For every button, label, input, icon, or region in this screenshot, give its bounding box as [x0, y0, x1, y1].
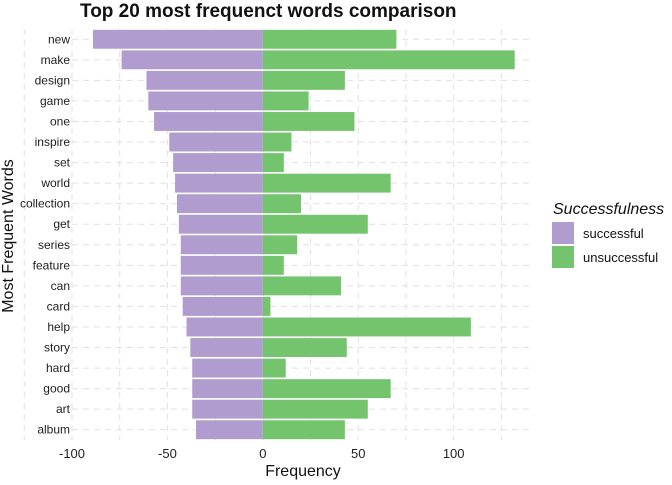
bar-unsuccessful-set: [262, 153, 284, 173]
bar-successful-card: [182, 296, 263, 316]
y-tick-label: inspire: [35, 135, 71, 149]
chart-title: Top 20 most frequenct words comparison: [80, 1, 457, 22]
y-tick-label: help: [47, 320, 70, 334]
bar-unsuccessful-series: [262, 235, 298, 255]
y-tick-label: world: [40, 176, 70, 190]
x-tick-label: 50: [351, 446, 365, 461]
bar-successful-get: [178, 214, 263, 234]
y-tick-label: hard: [46, 361, 70, 375]
y-tick-label: story: [44, 341, 70, 355]
y-tick-label: album: [37, 423, 70, 437]
bar-successful-collection: [176, 194, 263, 214]
legend: Successfulness successful unsuccessful: [552, 201, 664, 268]
y-tick-label: one: [50, 114, 70, 128]
y-tick-label: set: [54, 156, 71, 170]
y-tick-label: design: [35, 73, 70, 87]
y-tick-label: get: [53, 217, 70, 231]
y-tick-label: series: [38, 238, 70, 252]
bar-unsuccessful-one: [262, 112, 355, 131]
y-tick-label: art: [56, 402, 71, 416]
bar-successful-help: [186, 317, 263, 337]
bar-successful-make: [121, 50, 263, 70]
legend-swatch-unsuccessful: [552, 246, 574, 268]
x-tick-label: -50: [158, 446, 177, 461]
y-tick-label: new: [48, 32, 70, 46]
bar-unsuccessful-good: [262, 379, 391, 399]
bar-unsuccessful-game: [262, 91, 309, 111]
bar-unsuccessful-album: [262, 420, 345, 440]
x-tick-label: 0: [259, 446, 266, 461]
bar-successful-new: [92, 29, 263, 49]
bar-unsuccessful-get: [262, 214, 368, 234]
x-tick-label: -100: [59, 446, 85, 461]
legend-label-successful: successful: [583, 226, 644, 241]
bar-successful-can: [180, 276, 263, 296]
y-axis-label: Most Frequent Words: [0, 159, 17, 313]
bar-successful-set: [173, 153, 263, 173]
legend-swatch-successful: [552, 222, 574, 244]
x-tick-label: 100: [443, 446, 465, 461]
bar-successful-one: [154, 112, 263, 131]
bar-successful-good: [192, 379, 263, 399]
bar-successful-design: [146, 70, 263, 90]
y-tick-labels: new make design game one inspire set world colle…: [20, 32, 71, 436]
bar-successful-art: [192, 399, 263, 419]
bar-successful-hard: [192, 358, 263, 378]
bar-unsuccessful-make: [262, 50, 515, 70]
bar-successful-story: [190, 338, 263, 357]
y-tick-label: feature: [33, 258, 71, 272]
bar-successful-inspire: [169, 132, 263, 152]
y-tick-label: make: [41, 53, 71, 67]
legend-title: Successfulness: [553, 201, 664, 218]
bar-successful-feature: [180, 255, 263, 275]
bar-unsuccessful-story: [262, 338, 347, 357]
bar-unsuccessful-can: [262, 276, 342, 296]
bar-unsuccessful-card: [262, 296, 271, 316]
x-tick-labels: -100 -50 0 50 100: [59, 446, 465, 461]
legend-label-unsuccessful: unsuccessful: [583, 250, 658, 265]
bar-unsuccessful-hard: [262, 358, 286, 378]
y-tick-label: card: [47, 299, 70, 313]
bar-unsuccessful-collection: [262, 194, 301, 214]
bars: [92, 29, 515, 440]
bar-unsuccessful-help: [262, 317, 471, 337]
x-axis-label: Frequency: [265, 463, 341, 480]
y-tick-label: can: [51, 279, 70, 293]
y-tick-label: game: [40, 94, 70, 108]
bar-successful-world: [175, 173, 263, 193]
bar-unsuccessful-inspire: [262, 132, 292, 152]
y-tick-label: collection: [20, 197, 70, 211]
bar-successful-album: [196, 420, 263, 440]
bar-unsuccessful-design: [262, 70, 345, 90]
bar-successful-series: [180, 235, 263, 255]
bar-unsuccessful-new: [262, 29, 397, 49]
bar-successful-game: [148, 91, 263, 111]
bar-unsuccessful-feature: [262, 255, 284, 275]
bar-unsuccessful-art: [262, 399, 368, 419]
bar-unsuccessful-world: [262, 173, 391, 193]
y-tick-label: good: [43, 382, 70, 396]
